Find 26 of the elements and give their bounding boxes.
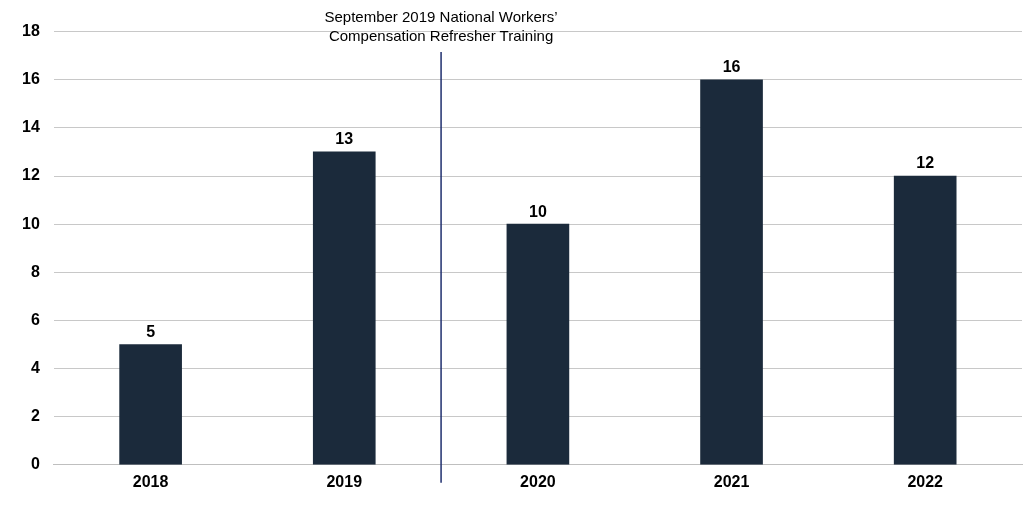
bar <box>700 79 763 465</box>
data-label: 10 <box>529 202 547 220</box>
x-tick-label: 2019 <box>326 472 363 490</box>
y-tick-label: 4 <box>30 358 40 376</box>
data-label: 13 <box>335 130 354 148</box>
data-label: 16 <box>722 58 741 76</box>
y-tick-label: 10 <box>22 214 40 232</box>
bar <box>893 175 957 465</box>
bar <box>506 223 570 465</box>
y-tick-label: 16 <box>22 70 40 88</box>
y-tick-label: 14 <box>22 118 40 136</box>
x-tick-label: 2022 <box>907 472 944 490</box>
y-tick-label: 8 <box>30 262 40 280</box>
bar <box>119 344 182 465</box>
y-tick-label: 12 <box>22 166 40 184</box>
x-tick-label: 2018 <box>132 472 169 490</box>
data-label: 5 <box>146 322 156 340</box>
ref-line-label: September 2019 National Workers’ Compensation Refresher Training <box>324 7 558 44</box>
y-tick-label: 2 <box>30 407 40 425</box>
bar <box>312 151 376 465</box>
y-tick-label: 18 <box>22 22 40 40</box>
y-tick-label: 6 <box>30 310 40 328</box>
x-tick-label: 2021 <box>713 472 750 490</box>
x-tick-label: 2020 <box>520 472 556 490</box>
y-tick-label: 0 <box>30 455 40 473</box>
data-label: 12 <box>916 154 935 172</box>
